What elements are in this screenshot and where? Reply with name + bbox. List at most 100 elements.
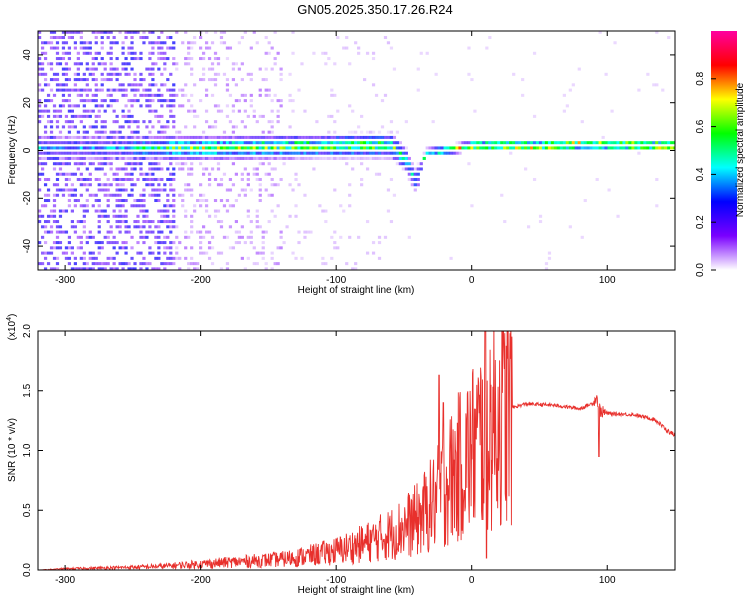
heatmap-cell (172, 177, 176, 181)
heatmap-cell (121, 156, 125, 160)
heatmap-cell (670, 141, 674, 145)
heatmap-cell (261, 135, 265, 139)
heatmap-cell (210, 41, 215, 45)
heatmap-cell (49, 141, 54, 145)
heatmap-cell (294, 204, 298, 208)
heatmap-cell (118, 141, 122, 145)
heatmap-cell (76, 104, 80, 108)
heatmap-cell (574, 141, 578, 145)
heatmap-cell (297, 241, 301, 245)
heatmap-cell (535, 141, 540, 145)
heatmap-cell (181, 104, 185, 108)
heatmap-cell (70, 114, 74, 118)
heatmap-cell (97, 209, 101, 213)
heatmap-cell (172, 83, 176, 87)
heatmap-cell (67, 99, 72, 103)
heatmap-cell (234, 151, 238, 155)
heatmap-cell (142, 193, 146, 197)
heatmap-cell (172, 256, 176, 260)
colorbar-tick-label: 0.6 (695, 119, 706, 133)
heatmap-cell (91, 151, 95, 155)
heatmap-cell (583, 199, 587, 203)
heatmap-cell (330, 93, 334, 97)
heatmap-cell (363, 146, 367, 150)
heatmap-cell (351, 151, 355, 155)
heatmap-cell (88, 267, 92, 270)
heatmap-cell (234, 83, 238, 87)
heatmap-cell (261, 146, 265, 150)
heatmap-cell (228, 246, 233, 250)
heatmap-cell (169, 225, 173, 229)
heatmap-cell (43, 135, 48, 139)
heatmap-cell (273, 183, 277, 187)
heatmap-cell (383, 36, 388, 40)
heatmap-cell (163, 246, 167, 250)
heatmap-cell (294, 177, 298, 181)
heatmap-cell (58, 114, 63, 118)
heatmap-cell (279, 99, 283, 103)
heatmap-cell (172, 125, 176, 129)
heatmap-cell (55, 220, 60, 224)
heatmap-cell (121, 114, 125, 118)
heatmap-cell (234, 135, 238, 139)
heatmap-cell (392, 135, 397, 139)
heatmap-cell (169, 256, 173, 260)
heatmap-cell (207, 67, 212, 71)
heatmap-cell (103, 235, 107, 239)
heatmap-cell (374, 146, 379, 150)
heatmap-cell (285, 151, 289, 155)
heatmap-cell (121, 88, 125, 92)
heatmap-cell (175, 235, 179, 239)
heatmap-cell (109, 225, 113, 229)
heatmap-cell (115, 99, 119, 103)
heatmap-cell (67, 31, 72, 34)
heatmap-cell (646, 146, 650, 150)
heatmap-cell (544, 267, 549, 270)
heatmap-cell (234, 99, 238, 103)
heatmap-cell (389, 141, 394, 145)
heatmap-cell (64, 156, 69, 160)
heatmap-cell (100, 72, 104, 76)
heatmap-cell (169, 230, 173, 234)
heatmap-cell (219, 251, 224, 255)
heatmap-cell (619, 141, 623, 145)
heatmap-cell (172, 104, 176, 108)
heatmap-cell (249, 230, 253, 234)
heatmap-cell (103, 62, 107, 66)
heatmap-cell (288, 125, 292, 129)
heatmap-cell (38, 162, 42, 166)
snr-x-label: Height of straight line (km) (298, 585, 415, 596)
heatmap-cell (249, 188, 253, 192)
heatmap-cell (115, 188, 119, 192)
heatmap-cell (187, 262, 191, 266)
heatmap-cell (76, 130, 80, 134)
heatmap-cell (52, 156, 57, 160)
heatmap-cell (151, 188, 155, 192)
heatmap-cell (365, 141, 370, 145)
heatmap-cell (303, 235, 307, 239)
heatmap-cell (100, 41, 104, 45)
heatmap-cell (488, 146, 492, 150)
heatmap-cell (91, 72, 95, 76)
heatmap-cell (199, 235, 203, 239)
heatmap-cell (46, 41, 51, 45)
heatmap-cell (46, 230, 51, 234)
heatmap-cell (172, 120, 176, 124)
heatmap-cell (97, 51, 101, 55)
heatmap-cell (91, 93, 95, 97)
heatmap-cell (216, 151, 221, 155)
heatmap-cell (190, 188, 194, 192)
heatmap-cell (199, 46, 203, 50)
heatmap-cell (79, 46, 83, 50)
x-tick-label: -300 (55, 275, 75, 286)
heatmap-cell (199, 151, 203, 155)
heatmap-cell (234, 141, 238, 145)
heatmap-cell (109, 156, 113, 160)
heatmap-cell (184, 188, 188, 192)
heatmap-cell (157, 141, 161, 145)
heatmap-cell (172, 225, 176, 229)
heatmap-cell (40, 72, 45, 76)
heatmap-cell (61, 31, 66, 34)
heatmap-cell (237, 235, 241, 239)
heatmap-cell (166, 78, 170, 82)
